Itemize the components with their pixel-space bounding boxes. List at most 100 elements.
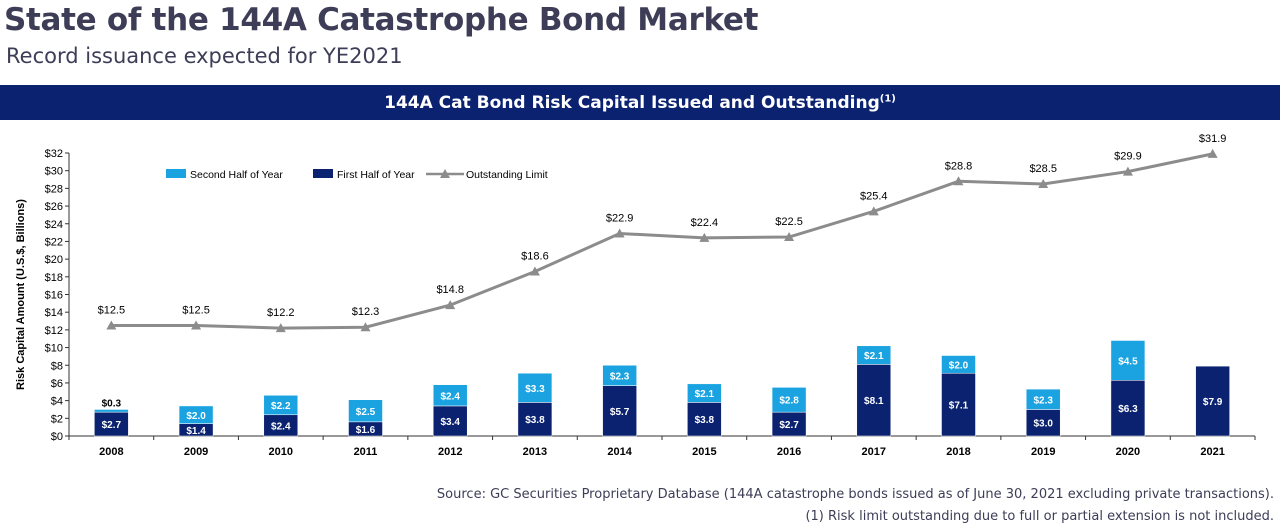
x-tick-label: 2013: [523, 446, 547, 458]
bar-second-half: [771, 387, 807, 413]
bar-second-half: [687, 383, 722, 403]
bar-first-half: [432, 405, 468, 437]
outstanding-limit-label: $12.5: [98, 304, 126, 316]
legend-label-first-half: First Half of Year: [337, 169, 415, 181]
bar-second-half: [1025, 388, 1061, 410]
bar-second-half-label: $2.2: [271, 401, 291, 412]
x-tick-label: 2011: [354, 446, 378, 458]
outstanding-limit-marker: [868, 206, 879, 216]
source-note: Source: GC Securities Proprietary Databa…: [436, 487, 1274, 502]
bar-first-half-label: $5.7: [610, 407, 630, 418]
y-tick-label: $6: [51, 378, 63, 390]
bar-second-half-label: $2.4: [440, 391, 460, 402]
bar-first-half-label: $2.7: [779, 420, 799, 431]
bar-first-half-label: $2.4: [271, 421, 291, 432]
outstanding-limit-line: [111, 152, 1213, 330]
bar-second-half-label: $2.8: [779, 396, 799, 407]
legend-label-outstanding-limit: Outstanding Limit: [466, 169, 548, 181]
x-tick-label: 2016: [777, 446, 801, 458]
bar-first-half-label: $1.4: [186, 426, 206, 437]
bar-first-half-label: $1.6: [356, 425, 376, 436]
outstanding-limit-marker: [784, 232, 795, 242]
outstanding-limit-label: $18.6: [521, 251, 549, 263]
bar-second-half: [941, 355, 976, 374]
bar-second-half-label: $2.1: [695, 389, 715, 400]
legend-swatch-marker: [440, 169, 450, 178]
x-tick-label: 2010: [269, 446, 293, 458]
outstanding-limit-marker: [1207, 148, 1218, 158]
bar-second-half-label: $4.5: [1118, 356, 1138, 367]
bar-first-half-label: $3.0: [1033, 419, 1053, 430]
y-tick-label: $8: [51, 360, 63, 372]
outstanding-limit-label: $28.5: [1029, 163, 1057, 175]
outstanding-limit-marker: [529, 266, 540, 276]
bar-first-half: [1110, 380, 1146, 437]
bar-first-half: [602, 385, 637, 437]
bar-second-half-label: $2.1: [864, 351, 884, 362]
y-tick-label: $18: [45, 272, 63, 284]
legend-swatch-second-half: [166, 169, 186, 178]
bar-second-half: [94, 409, 129, 413]
y-tick-label: $24: [45, 219, 63, 231]
chart-line: $12.5 $12.5 $12.2 $12.3 $14.8 $18.6 $22.9 $22.4…: [98, 133, 1227, 333]
x-tick-label: 2012: [438, 446, 462, 458]
chart: $0 $2 $4 $6 $8 $10 $12 $14 $16 $18 $20 $22 $24 $26 $28…: [15, 133, 1256, 458]
chart-bars: $2.7 $0.3 $1.4 $2.0 $2.4 $2.2 $1.6 $2.5 $3.4 $2.4…: [94, 340, 1230, 437]
bar-first-half-label: $3.4: [440, 417, 460, 428]
bar-second-half: [348, 399, 383, 423]
x-tick-label: 2021: [1200, 446, 1224, 458]
bar-second-half-label: $2.5: [356, 407, 376, 418]
x-tick-label: 2014: [607, 446, 632, 458]
outstanding-limit-label: $12.2: [267, 307, 295, 319]
chart-legend: Second Half of Year First Half of Year Out…: [166, 169, 548, 181]
y-tick-label: $16: [45, 290, 63, 302]
y-tick-label: $30: [45, 166, 63, 178]
outstanding-limit-label: $29.9: [1114, 151, 1142, 163]
bar-first-half-label: $2.7: [102, 420, 122, 431]
y-tick-label: $22: [45, 236, 63, 248]
bar-second-half: [178, 405, 214, 424]
x-tick-label: 2009: [184, 446, 208, 458]
outstanding-limit-label: $31.9: [1199, 133, 1227, 145]
bar-first-half: [856, 364, 892, 437]
x-tick-label: 2017: [862, 446, 886, 458]
outstanding-limit-marker: [614, 228, 625, 238]
outstanding-limit-marker: [699, 232, 710, 242]
legend-label-second-half: Second Half of Year: [190, 169, 283, 181]
outstanding-limit-label: $22.4: [691, 217, 719, 229]
x-tick-label: 2019: [1031, 446, 1055, 458]
outstanding-limit-label: $22.5: [775, 216, 803, 228]
x-tick-label: 2020: [1116, 446, 1140, 458]
outstanding-limit-marker: [191, 320, 202, 330]
bar-second-half: [263, 395, 299, 416]
x-tick-label: 2018: [946, 446, 970, 458]
bar-second-half: [432, 384, 468, 407]
footnote: (1) Risk limit outstanding due to full o…: [805, 509, 1274, 524]
y-tick-label: $14: [45, 307, 63, 319]
chart-title-footnote: (1): [879, 93, 896, 105]
outstanding-limit-marker: [106, 320, 117, 330]
y-tick-label: $32: [45, 148, 63, 160]
x-tick-label: 2008: [99, 446, 123, 458]
bar-second-half-label: $2.3: [1033, 395, 1053, 406]
bar-second-half-label: $3.3: [525, 384, 545, 395]
outstanding-limit-marker: [275, 323, 286, 333]
y-tick-label: $12: [45, 325, 63, 337]
bar-first-half: [1195, 365, 1230, 437]
bar-second-half: [517, 372, 553, 403]
y-tick-label: $28: [45, 183, 63, 195]
bar-first-half-label: $6.3: [1118, 404, 1138, 415]
outstanding-limit-marker: [445, 300, 456, 310]
outstanding-limit-label: $28.8: [945, 160, 973, 172]
outstanding-limit-marker: [1038, 178, 1049, 188]
bar-first-half: [687, 402, 722, 437]
outstanding-limit-label: $12.5: [182, 304, 210, 316]
x-tick-label: 2015: [692, 446, 716, 458]
y-axis-label: Risk Capital Amount (U.S.$, Billions): [15, 199, 27, 390]
y-tick-label: $20: [45, 254, 63, 266]
y-tick-label: $2: [51, 413, 63, 425]
y-tick-label: $4: [51, 396, 63, 408]
y-tick-label: $10: [45, 343, 63, 355]
bar-second-half: [602, 365, 637, 386]
outstanding-limit-label: $22.9: [606, 212, 634, 224]
